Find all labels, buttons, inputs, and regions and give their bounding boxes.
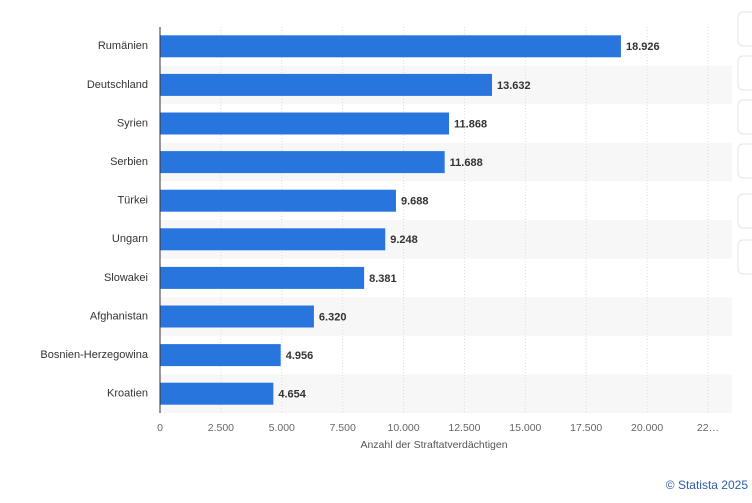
bar — [160, 305, 314, 328]
bar — [160, 73, 493, 96]
x-tick-label: 2.500 — [208, 422, 234, 434]
bar — [160, 189, 396, 212]
data-label: 6.320 — [319, 311, 347, 323]
tool-button[interactable] — [737, 55, 752, 91]
data-label: 4.956 — [286, 350, 314, 362]
x-axis-title: Anzahl der Straftatverdächtigen — [360, 439, 507, 451]
bar — [160, 112, 450, 135]
data-label: 11.868 — [454, 118, 487, 130]
x-tick-label: 7.500 — [330, 422, 356, 434]
bar — [160, 35, 621, 58]
bar — [160, 344, 281, 367]
x-tick-label: 0 — [157, 422, 163, 434]
y-tick-label: Bosnien-Herzegowina — [40, 349, 148, 361]
tool-button[interactable] — [737, 193, 752, 229]
x-tick-label: 5.000 — [269, 422, 295, 434]
data-label: 8.381 — [369, 273, 397, 285]
x-tick-label: 15.000 — [509, 422, 541, 434]
bar — [160, 228, 386, 251]
y-tick-label: Deutschland — [87, 79, 148, 91]
data-label: 18.926 — [626, 41, 660, 53]
y-tick-label: Afghanistan — [90, 310, 148, 322]
y-tick-label: Slowakei — [104, 272, 148, 284]
y-tick-label: Kroatien — [107, 388, 148, 400]
x-tick-label: 20.000 — [631, 422, 663, 434]
data-label: 4.654 — [278, 389, 306, 401]
tool-button[interactable] — [737, 11, 752, 47]
tool-button[interactable] — [737, 239, 752, 275]
source[interactable]: © Statista 2025 — [666, 478, 749, 492]
data-label: 11.688 — [450, 157, 483, 169]
tool-button[interactable] — [737, 143, 752, 179]
y-tick-label: Rumänien — [98, 40, 148, 52]
x-tick-label: 22… — [697, 422, 719, 434]
y-tick-label: Türkei — [117, 195, 148, 207]
y-tick-label: Ungarn — [112, 233, 148, 245]
bar — [160, 151, 445, 174]
tool-button[interactable] — [737, 99, 752, 135]
x-tick-label: 17.500 — [570, 422, 602, 434]
y-tick-label: Syrien — [117, 117, 148, 129]
data-label: 13.632 — [497, 80, 531, 92]
x-tick-label: 12.500 — [448, 422, 480, 434]
data-label: 9.248 — [390, 234, 418, 246]
y-tick-label: Serbien — [110, 156, 148, 168]
bar — [160, 266, 365, 289]
data-label: 9.688 — [401, 196, 429, 208]
toolbar — [737, 11, 752, 275]
bar — [160, 382, 274, 405]
x-tick-label: 10.000 — [387, 422, 419, 434]
